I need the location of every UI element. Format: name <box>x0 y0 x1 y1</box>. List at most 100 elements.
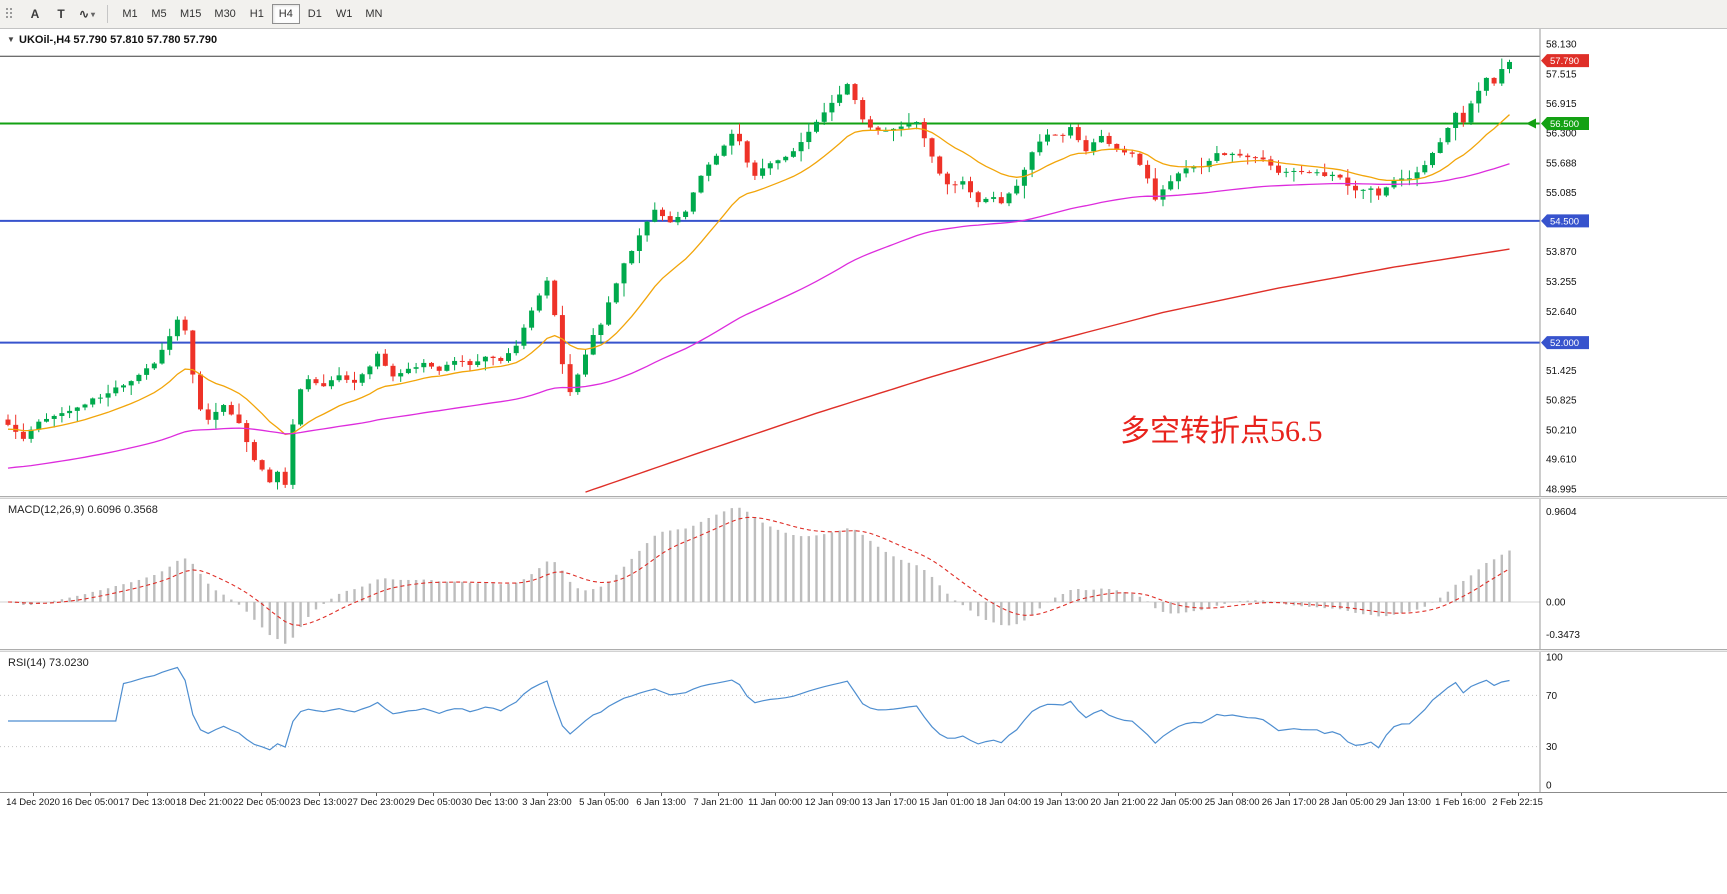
time-axis-tick <box>775 793 777 796</box>
time-axis-tick <box>1403 793 1405 796</box>
symbol-dropdown-icon[interactable]: ▼ <box>7 35 15 44</box>
price-axis-label: 55.688 <box>1546 159 1577 170</box>
time-axis-label: 15 Jan 01:00 <box>919 797 975 808</box>
top-toolbar: A T ∿ ▾ M1 M5 M15 M30 H1 H4 D1 W1 MN <box>0 0 1727 29</box>
trendline-icon: ∿ <box>78 7 90 21</box>
time-axis-tick <box>832 793 834 796</box>
time-axis[interactable]: 14 Dec 2020 16 Dec 05:00 17 Dec 13:00 18 De… <box>0 792 1727 810</box>
time-axis-label: 22 Dec 05:00 <box>233 797 290 808</box>
time-axis-label: 17 Dec 13:00 <box>118 797 176 808</box>
time-axis-tick <box>261 793 263 796</box>
price-axis-label: 50.210 <box>1546 425 1577 436</box>
time-axis-label: 19 Jan 13:00 <box>1033 797 1089 808</box>
time-axis-tick <box>1175 793 1176 796</box>
time-axis-label: 11 Jan 00:00 <box>748 797 803 808</box>
hline-end-arrow <box>1526 118 1536 129</box>
time-axis-tick <box>375 793 377 796</box>
panel-separator-macd[interactable] <box>0 496 1727 499</box>
time-axis-tick <box>1346 793 1348 796</box>
timeframe-button-m5[interactable]: M5 <box>145 4 173 24</box>
time-axis-label: 14 Dec 2020 <box>6 797 60 808</box>
time-axis-label: 1 Feb 16:00 <box>1435 797 1486 808</box>
time-axis-label: 12 Jan 09:00 <box>804 797 860 808</box>
price-axis-label: 53.870 <box>1546 247 1577 258</box>
chart-title: UKOil-,H4 57.790 57.810 57.780 57.790 <box>19 34 217 46</box>
lines-tool-button[interactable]: ∿ ▾ <box>75 3 99 25</box>
chart-annotation-text: 多空转折点56.5 <box>1120 415 1323 448</box>
time-axis-tick <box>147 793 149 796</box>
time-axis-label: 6 Jan 13:00 <box>636 797 686 808</box>
price-axis-label: 52.640 <box>1546 307 1577 318</box>
macd-label: MACD(12,26,9) 0.6096 0.3568 <box>8 504 158 516</box>
time-axis-tick <box>661 793 663 796</box>
macd-panel[interactable]: MACD(12,26,9) 0.6096 0.3568 0.9604 0.00 -0.… <box>0 499 1727 649</box>
time-axis-tick <box>33 793 34 796</box>
price-axis[interactable] <box>1540 29 1727 496</box>
rsi-panel[interactable]: RSI(14) 73.0230 100 70 30 0 <box>0 652 1727 792</box>
price-axis-label: 51.425 <box>1546 366 1577 377</box>
time-axis-label: 20 Jan 21:00 <box>1090 797 1146 808</box>
price-tag-label: 54.500 <box>1550 216 1579 227</box>
bottom-filler <box>0 810 1727 894</box>
ma-fast-line <box>7 114 1510 436</box>
main-chart-bg <box>0 29 1727 496</box>
time-axis-label: 29 Jan 13:00 <box>1375 797 1431 808</box>
annotation-tool-button[interactable]: A <box>23 3 47 25</box>
time-axis-tick <box>546 793 548 796</box>
time-axis-label: 23 Dec 13:00 <box>290 797 347 808</box>
time-axis-label: 3 Jan 23:00 <box>522 797 572 808</box>
time-axis-label: 2 Feb 22:15 <box>1492 797 1543 808</box>
price-axis-label: 48.995 <box>1546 484 1577 495</box>
time-axis-label: 7 Jan 21:00 <box>693 797 744 808</box>
time-axis-tick <box>432 793 434 796</box>
time-axis-label: 29 Dec 05:00 <box>404 797 461 808</box>
time-axis-label: 16 Dec 05:00 <box>61 797 119 808</box>
price-tag-label: 57.790 <box>1550 56 1579 67</box>
text-tool-button[interactable]: T <box>49 3 73 25</box>
rsi-axis-label: 70 <box>1546 691 1558 702</box>
timeframe-button-h1[interactable]: H1 <box>243 4 271 24</box>
time-axis-tick <box>204 793 206 796</box>
price-axis-label: 56.300 <box>1546 129 1577 140</box>
time-axis-label: 13 Jan 17:00 <box>862 797 917 808</box>
toolbar-drag-handle[interactable] <box>6 8 14 20</box>
price-axis-label: 50.825 <box>1546 395 1577 406</box>
timeframe-button-h4[interactable]: H4 <box>271 4 300 24</box>
price-tag-56.500 <box>1541 116 1589 130</box>
timeframe-button-w1[interactable]: W1 <box>330 4 359 24</box>
time-axis-label: 22 Jan 05:00 <box>1147 797 1203 808</box>
chart-stack: 多空转折点56.5 ▼ UKOil-,H4 57.790 57.810 57.780… <box>0 29 1727 894</box>
timeframe-button-m30[interactable]: M30 <box>208 4 241 24</box>
price-axis-label: 58.130 <box>1546 40 1577 51</box>
candles-layer <box>5 58 1512 490</box>
main-chart-panel[interactable]: 多空转折点56.5 ▼ UKOil-,H4 57.790 57.810 57.780… <box>0 29 1727 496</box>
price-axis-label: 56.915 <box>1546 99 1577 110</box>
macd-signal-line <box>7 516 1510 626</box>
time-axis-tick <box>318 793 320 796</box>
toolbar-separator <box>107 5 108 23</box>
time-axis-tick <box>604 793 605 796</box>
macd-axis[interactable] <box>1540 499 1727 649</box>
timeframe-button-mn[interactable]: MN <box>359 4 388 24</box>
time-axis-label: 18 Dec 21:00 <box>176 797 233 808</box>
rsi-axis[interactable] <box>1540 652 1727 792</box>
macd-histogram <box>14 507 1511 644</box>
timeframe-button-m1[interactable]: M1 <box>116 4 144 24</box>
timeframe-button-d1[interactable]: D1 <box>301 4 329 24</box>
rsi-line <box>8 666 1510 751</box>
panel-separator-rsi[interactable] <box>0 649 1727 652</box>
time-axis-label: 27 Dec 23:00 <box>347 797 404 808</box>
price-tag-52.000 <box>1541 336 1589 350</box>
chevron-down-icon: ▾ <box>91 9 96 19</box>
time-axis-tick <box>1232 793 1234 796</box>
price-tag-57.790 <box>1541 54 1589 68</box>
price-tag-label: 52.000 <box>1550 338 1579 349</box>
time-axis-label: 25 Jan 08:00 <box>1204 797 1260 808</box>
rsi-axis-label: 30 <box>1546 742 1558 753</box>
timeframe-button-m15[interactable]: M15 <box>174 4 207 24</box>
ma-slow-line <box>585 248 1510 493</box>
macd-axis-label: 0.9604 <box>1546 507 1577 518</box>
time-axis-label: 5 Jan 05:00 <box>579 797 629 808</box>
time-axis-tick <box>90 793 92 796</box>
